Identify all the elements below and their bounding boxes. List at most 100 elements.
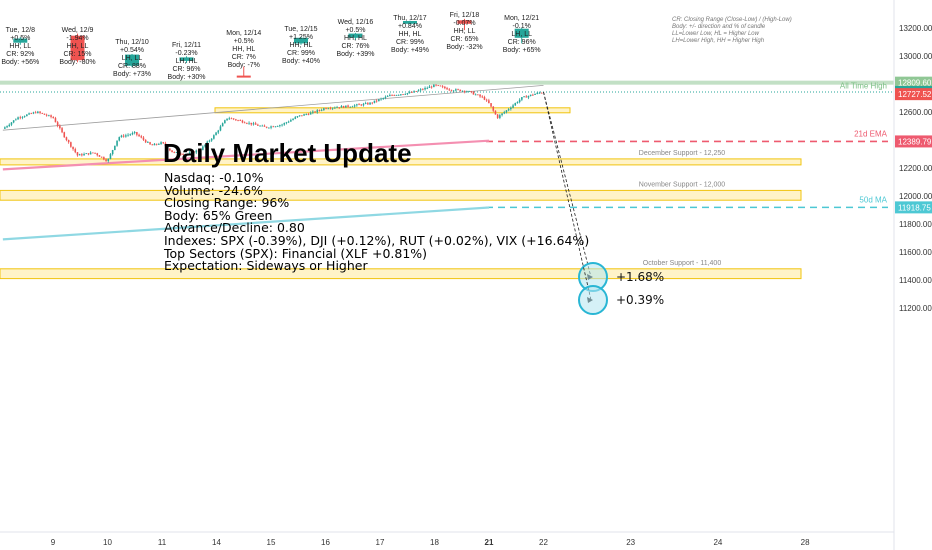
candle-body <box>120 135 123 138</box>
candle-body <box>199 149 202 151</box>
candle-body <box>208 140 211 142</box>
candle-body <box>428 86 431 88</box>
candle-body <box>32 112 35 114</box>
candle-body <box>347 105 349 107</box>
candle-body <box>230 118 233 120</box>
daily-annotation: Mon, 12/14 +0.5% HH, HL CR: 7% Body: -7% <box>213 30 275 70</box>
daily-annotation-line: Fri, 12/11 <box>171 42 202 49</box>
daily-annotation-line: Mon, 12/14 <box>226 30 262 37</box>
daily-annotation-line: Body: +49% <box>390 47 429 54</box>
candle-body <box>505 110 508 113</box>
candle-body <box>485 99 488 101</box>
candle-body <box>210 138 213 141</box>
candle-body <box>356 104 358 106</box>
daily-annotation-line: HH, HL <box>343 35 367 42</box>
candle-body <box>353 105 356 107</box>
daily-annotation-line: LH, HL <box>175 58 198 65</box>
all-time-high-line <box>0 80 894 85</box>
candle-body <box>523 96 525 98</box>
candle-body <box>325 108 327 110</box>
candle-body <box>518 99 521 103</box>
stat-expectation: Expectation: Sideways or Higher <box>164 258 368 274</box>
daily-annotation-line: CR: 99% <box>395 39 424 46</box>
candle-body <box>114 145 116 151</box>
candle-body <box>527 95 530 98</box>
candle-body <box>118 137 121 141</box>
price-tag-label: 12809.60 <box>898 79 932 88</box>
y-tick-label: 11400.00 <box>899 276 932 285</box>
candle-body <box>155 143 158 145</box>
support-zone <box>0 268 802 280</box>
daily-annotation-line: LH, LL <box>121 55 143 62</box>
candle-body <box>382 98 385 99</box>
candle-body <box>345 105 347 108</box>
candle-body <box>422 89 424 91</box>
candle-body <box>259 125 261 127</box>
candle-body <box>364 103 367 104</box>
daily-annotation: Tue, 12/15 +1.25% HH, HL CR: 99% Body: +40% <box>270 26 332 66</box>
candle-body <box>492 106 495 111</box>
candle-body <box>512 105 514 108</box>
candle-body <box>197 150 200 152</box>
candle-body <box>129 134 132 136</box>
candle-body <box>312 111 314 113</box>
price-targets: +1.68% +0.39% <box>543 91 664 315</box>
candle-body <box>331 107 334 109</box>
candle-body <box>217 130 220 133</box>
daily-annotation-line: Tue, 12/8 <box>5 27 35 34</box>
candle-body <box>81 154 83 156</box>
candle-body <box>455 89 457 91</box>
y-tick-label: 11800.00 <box>899 220 932 229</box>
daily-annotation-line: Wed, 12/16 <box>337 19 374 26</box>
candle-body <box>323 108 325 110</box>
price-tag <box>895 135 932 148</box>
candle-body <box>252 123 255 125</box>
y-tick-label: 12000.00 <box>899 192 932 201</box>
candle-body <box>153 143 156 146</box>
candle-body <box>426 87 429 89</box>
candle-body <box>510 107 512 110</box>
candle-body <box>149 142 151 145</box>
consolidation-zone <box>214 107 571 114</box>
annotation-candle-body <box>348 33 363 38</box>
candle-body <box>287 121 290 123</box>
candle-body <box>472 91 475 95</box>
annotation-candles <box>13 18 529 78</box>
candle-body <box>122 135 125 137</box>
chart-lines: All Time High 21d EMA 50d MA <box>0 80 894 241</box>
candle-body <box>138 134 140 137</box>
candle-body <box>195 150 198 153</box>
daily-annotation-line: Fri, 12/18 <box>449 12 480 19</box>
ema21-label: 21d EMA <box>854 129 888 138</box>
candle-body <box>373 100 376 103</box>
candle-body <box>437 85 440 87</box>
daily-annotation-line: CR: 15% <box>63 51 92 58</box>
candle-body <box>461 90 464 92</box>
daily-annotation-line: Mon, 12/21 <box>504 15 540 22</box>
candle-body <box>45 114 48 116</box>
candle-body <box>529 94 532 96</box>
candle-body <box>514 103 517 106</box>
daily-annotation: Thu, 12/10 +0.54% LH, LL CR: 88% Body: +73% <box>101 39 163 79</box>
daily-annotation-line: CR: 76% <box>341 43 370 50</box>
candle-body <box>254 123 257 125</box>
candle-body <box>314 111 316 113</box>
candle-body <box>100 156 103 158</box>
candle-body <box>41 112 44 114</box>
target-circle <box>578 285 608 315</box>
candle-body <box>133 132 136 134</box>
daily-annotation-line: Wed, 12/9 <box>61 27 94 34</box>
candle-body <box>237 120 239 121</box>
candle-body <box>166 146 169 149</box>
daily-annotation-line: +0.54% <box>120 47 144 54</box>
candle-body <box>87 153 90 155</box>
daily-annotation-line: Body: -80% <box>59 59 96 66</box>
daily-annotation-line: +1.25% <box>289 34 313 41</box>
candle-body <box>72 146 74 150</box>
candle-body <box>144 139 147 143</box>
daily-annotation-line: +0.5% <box>233 38 254 45</box>
daily-annotation-line: HH, HL <box>232 46 256 53</box>
legend-note: CR: Closing Range (Close-Low) / (High-Lo… <box>672 17 792 45</box>
x-tick-label: 28 <box>801 538 810 547</box>
candle-body <box>375 100 378 102</box>
